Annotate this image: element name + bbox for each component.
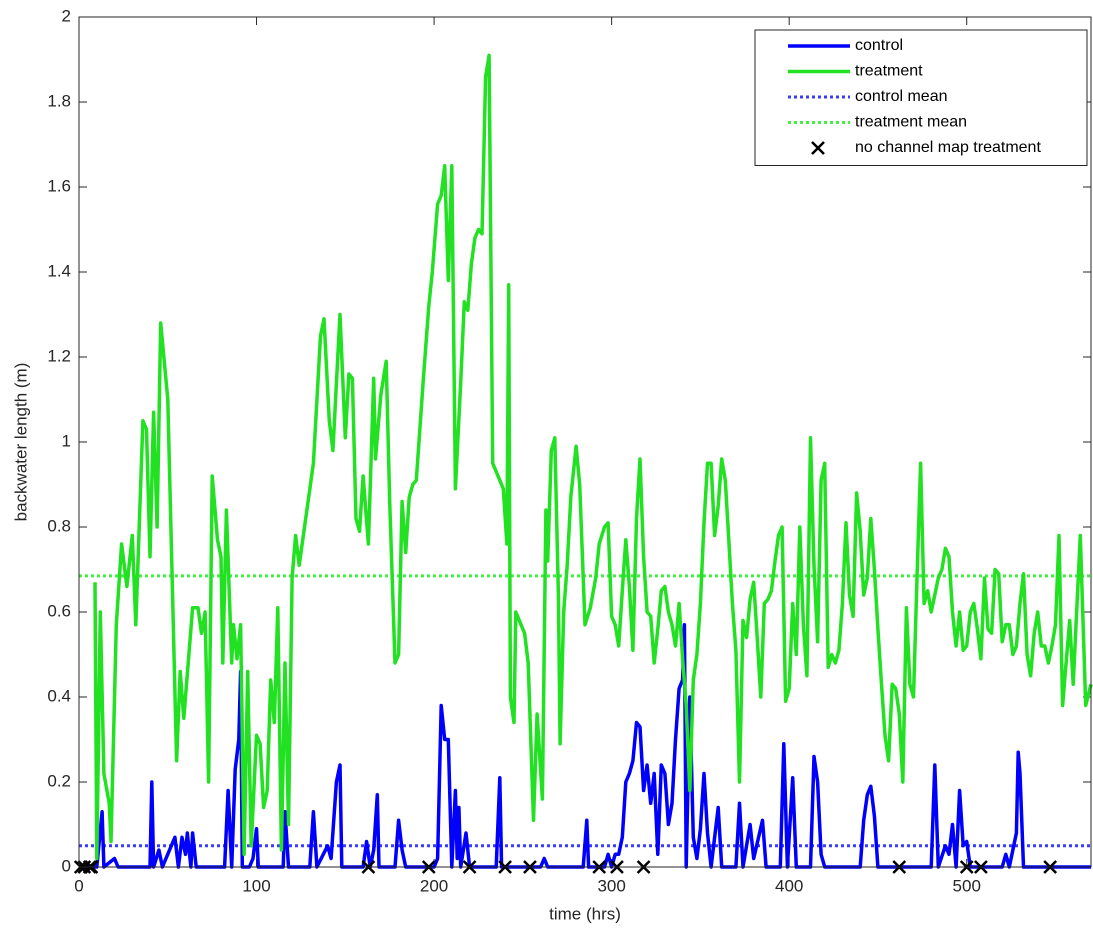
y-tick-label: 0.6 [47,601,71,620]
legend-label: control mean [855,88,948,105]
legend-swatch [811,141,825,155]
series-line [93,53,1093,861]
legend-label: treatment [855,63,923,80]
x-tick-label: 0 [74,876,83,895]
y-tick-label: 2 [62,6,71,25]
y-tick-label: 0.4 [47,686,71,705]
x-tick-label: 500 [953,876,981,895]
x-tick-label: 300 [597,876,625,895]
y-tick-label: 0 [62,856,71,875]
x-axis-label: time (hrs) [549,904,621,923]
y-tick-label: 1.4 [47,261,71,280]
x-tick-label: 200 [420,876,448,895]
y-tick-label: 0.2 [47,771,71,790]
axes-box [78,16,1092,868]
y-tick-label: 0.8 [47,516,71,535]
y-tick-label: 1.8 [47,91,71,110]
y-tick-label: 1.2 [47,346,71,365]
legend-label: treatment mean [855,114,967,131]
y-tick-label: 1.6 [47,176,71,195]
legend-label: control [855,37,903,54]
y-axis-label: backwater length (m) [11,363,30,522]
y-tick-label: 1 [62,431,71,450]
x-tick-label: 100 [242,876,270,895]
x-tick-label: 400 [775,876,803,895]
legend: control treatment control mean treatment me… [754,29,1088,166]
legend-label: no channel map treatment [855,139,1041,156]
legend-box [754,29,1088,166]
